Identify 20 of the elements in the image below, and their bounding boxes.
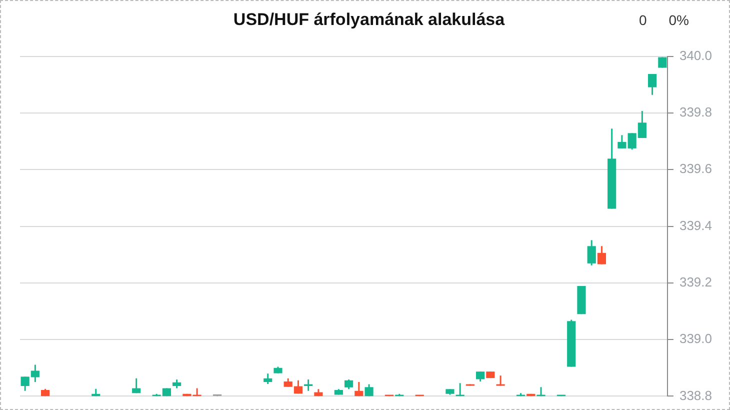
candlestick <box>597 245 606 265</box>
candlestick <box>648 73 657 96</box>
y-tick-label: 339.0 <box>679 331 712 346</box>
candlestick <box>587 239 596 266</box>
y-tick-label: 340.0 <box>679 48 712 63</box>
y-tick-label: 339.8 <box>679 104 712 120</box>
candlestick <box>344 378 354 390</box>
candlestick <box>456 382 464 396</box>
chart-title: USD/HUF árfolyamának alakulása <box>233 10 506 29</box>
candlestick <box>476 370 485 382</box>
y-tick-label: 339.6 <box>679 161 712 176</box>
y-tick-label: 339.4 <box>679 218 712 233</box>
candlestick <box>618 134 626 150</box>
text: 0% <box>668 12 689 28</box>
y-tick-label: 338.8 <box>679 388 712 403</box>
candlestick <box>354 381 364 396</box>
candlestick <box>264 372 272 385</box>
candlestick <box>132 378 141 394</box>
y-tick-label: 339.2 <box>679 274 712 290</box>
text: 0 <box>638 12 647 28</box>
